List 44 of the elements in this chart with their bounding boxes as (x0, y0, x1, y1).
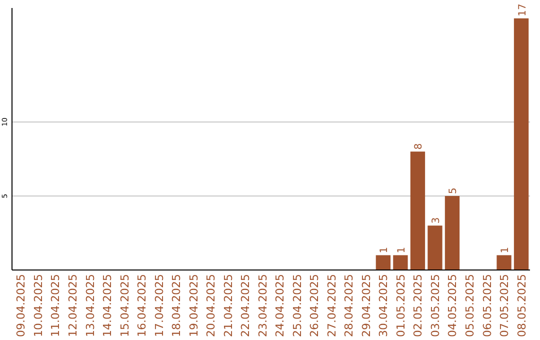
x-tick-label: 17.04.2025 (152, 274, 166, 337)
bar (393, 255, 408, 270)
bar (410, 152, 426, 270)
data-label: 1 (500, 246, 512, 254)
x-tick-label: 16.04.2025 (136, 274, 149, 337)
x-tick-label: 27.04.2025 (325, 274, 338, 337)
data-label: 1 (379, 246, 390, 254)
x-tick-label: 22.04.2025 (239, 274, 252, 337)
data-label: 1 (396, 246, 408, 254)
x-tick-label: 15.04.2025 (118, 274, 132, 337)
x-tick-label: 01.05.2025 (394, 274, 408, 337)
x-tick-label: 09.04.2025 (14, 274, 28, 337)
x-tick-label: 28.04.2025 (342, 274, 356, 337)
bar (428, 226, 442, 270)
x-tick-label: 11.04.2025 (49, 274, 62, 337)
x-tick-label: 25.04.2025 (290, 274, 304, 337)
data-label: 8 (414, 143, 425, 150)
x-tick-label: 04.05.2025 (446, 274, 460, 337)
x-tick-label: 26.04.2025 (308, 274, 322, 337)
x-tick-label: 13.04.2025 (84, 274, 97, 337)
x-tick-label: 21.04.2025 (222, 274, 235, 337)
x-tick-label: 05.05.2025 (464, 274, 476, 337)
x-tick-label: 20.04.2025 (204, 274, 218, 337)
x-tick-label: 24.04.2025 (274, 274, 287, 337)
x-tick-label: 06.05.2025 (480, 274, 494, 337)
x-tick-label: 07.05.2025 (498, 274, 512, 337)
bar (444, 196, 460, 270)
data-label: 3 (430, 217, 442, 224)
data-label: 5 (448, 188, 460, 194)
x-tick-label: 02.05.2025 (412, 274, 425, 337)
bar (376, 255, 391, 270)
x-tick-label: 14.04.2025 (101, 274, 114, 337)
x-tick-label: 03.05.2025 (428, 274, 442, 337)
x-tick-label: 23.04.2025 (256, 274, 270, 337)
x-tick-label: 08.05.2025 (515, 274, 528, 337)
data-label: 17 (517, 4, 528, 16)
bar (514, 18, 529, 270)
x-tick-label: 10.04.2025 (32, 274, 45, 337)
x-tick-label: 29.04.2025 (360, 274, 373, 337)
x-tick-label: 12.04.2025 (66, 274, 80, 337)
x-tick-label: 19.04.2025 (187, 274, 200, 337)
bar (496, 255, 512, 270)
x-tick-label: 30.04.2025 (377, 274, 390, 337)
x-tick-label: 18.04.2025 (170, 274, 184, 337)
